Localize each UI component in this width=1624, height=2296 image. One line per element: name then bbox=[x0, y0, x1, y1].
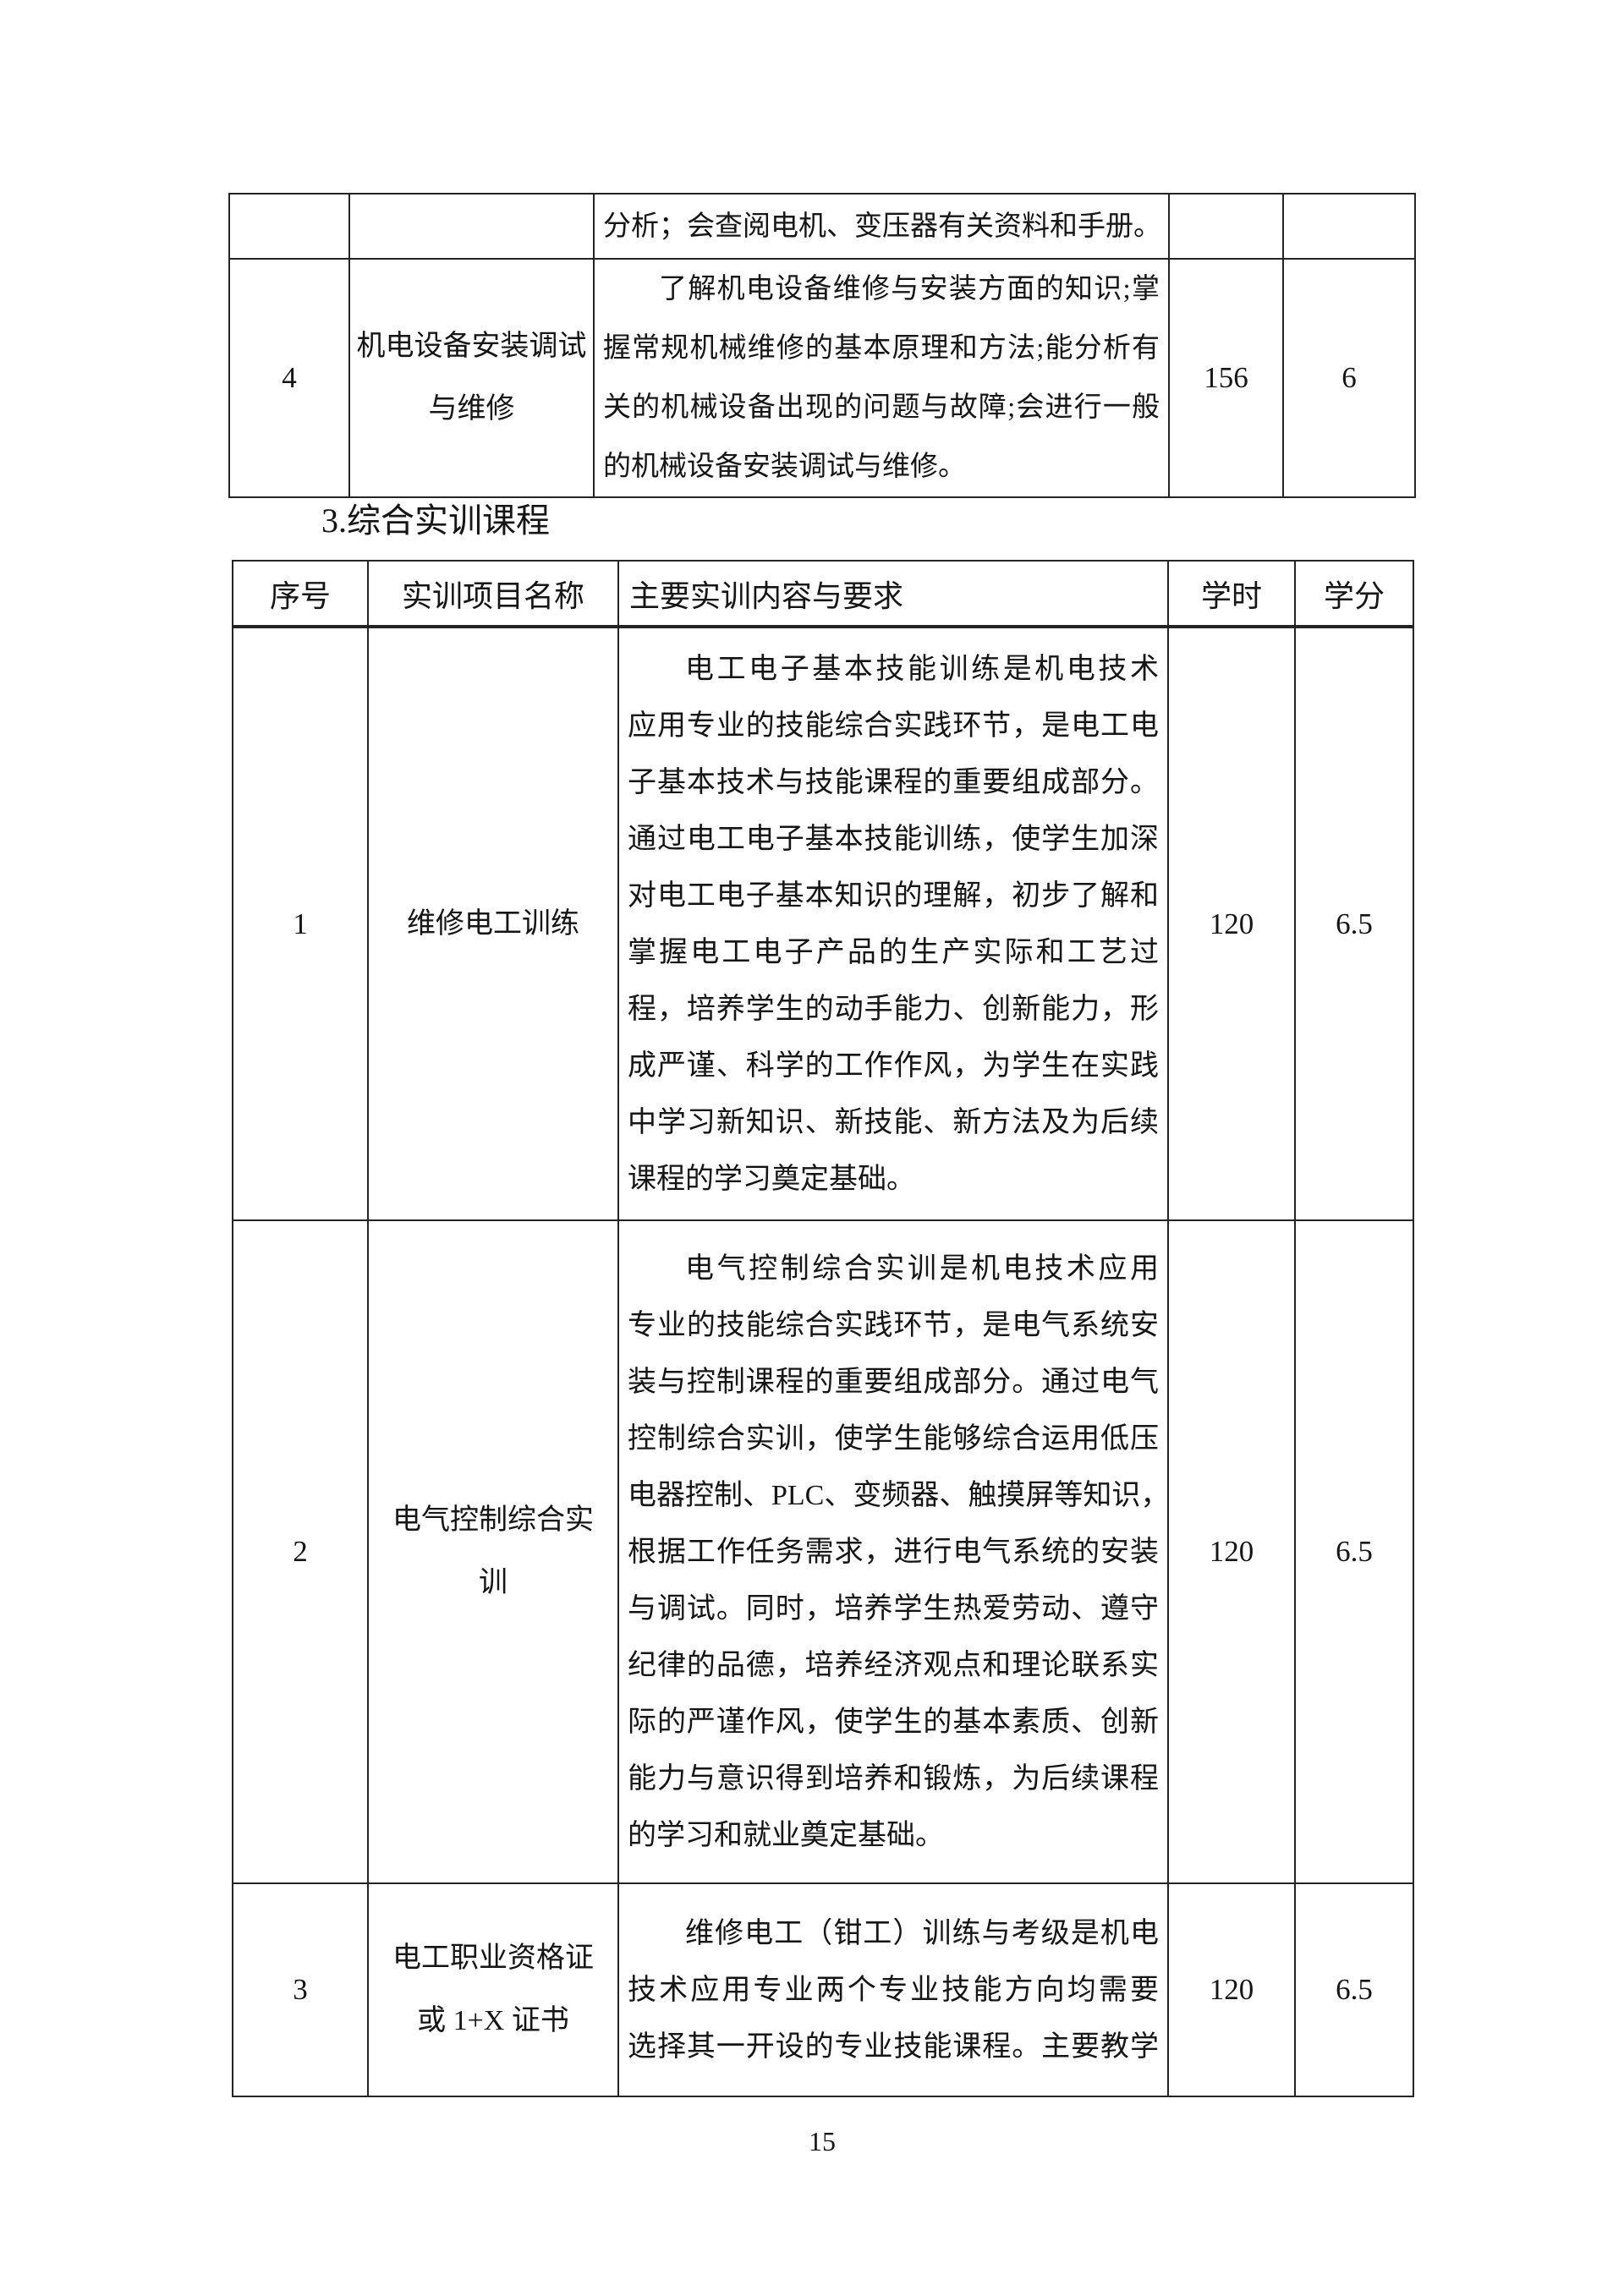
content-line: 了解机电设备维修与安装方面的知识;掌 bbox=[659, 274, 1160, 304]
content-cell: 分析；会查阅电机、变压器有关资料和手册。 bbox=[593, 193, 1170, 260]
content-line: 程，培养学生的动手能力、创新能力，形 bbox=[628, 993, 1159, 1025]
column-header: 序号 bbox=[232, 560, 369, 628]
content-line: 电气控制综合实训是机电技术应用 bbox=[685, 1252, 1159, 1285]
project-name-line: 维修电工训练 bbox=[407, 907, 579, 940]
practical-training-table-body: 1 维修电工训练 电工电子基本技能训练是机电技术应用专业的技能综合实践环节，是电工电… bbox=[232, 626, 1414, 2097]
credits-cell: 6.5 bbox=[1294, 1882, 1414, 2097]
project-name-cell: 电气控制综合实训 bbox=[367, 1219, 619, 1884]
table-row: 1 维修电工训练 电工电子基本技能训练是机电技术应用专业的技能综合实践环节，是电工电… bbox=[232, 626, 1414, 1221]
content-line: 课程的学习奠定基础。 bbox=[628, 1163, 915, 1195]
content-cell: 维修电工（钳工）训练与考级是机电技术应用专业两个专业技能方向均需要 选择其一开设的… bbox=[617, 1882, 1169, 2097]
hours-cell: 120 bbox=[1167, 1219, 1296, 1884]
table-row: 2 电气控制综合实训电气控制综合实训是机电技术应用 专业的技能综合实践环节，是电气系… bbox=[232, 1219, 1414, 1884]
seq-cell: 3 bbox=[232, 1882, 369, 2097]
section-heading: 3.综合实训课程 bbox=[321, 501, 550, 540]
content-cell: 了解机电设备维修与安装方面的知识;掌握常规机械维修的基本原理和方法;能分析有 关的… bbox=[593, 258, 1170, 498]
project-name-line: 与维修 bbox=[428, 393, 515, 425]
content-line: 电器控制、PLC、变频器、触摸屏等知识， bbox=[628, 1479, 1168, 1511]
seq-cell bbox=[228, 193, 350, 260]
table-row: 分析；会查阅电机、变压器有关资料和手册。 bbox=[228, 193, 1416, 260]
content-line: 根据工作任务需求，进行电气系统的安装 bbox=[628, 1536, 1159, 1568]
content-line: 通过电工电子基本技能训练，使学生加深 bbox=[628, 823, 1159, 855]
hours-cell: 120 bbox=[1167, 1882, 1296, 2097]
content-line: 分析；会查阅电机、变压器有关资料和手册。 bbox=[603, 211, 1161, 242]
credits-cell: 6.5 bbox=[1294, 626, 1414, 1221]
table-header-row: 序号 实训项目名称 主要实训内容与要求 学时 学分 bbox=[232, 560, 1414, 628]
content-line: 纪律的品德，培养经济观点和理论联系实 bbox=[628, 1649, 1159, 1681]
practical-training-table: 序号 实训项目名称 主要实训内容与要求 学时 学分 1 维修电工训练 电工电子基本技能训练是… bbox=[232, 560, 1414, 2097]
content-line: 关的机械设备出现的问题与故障;会进行一般 bbox=[603, 392, 1160, 423]
column-header: 主要实训内容与要求 bbox=[617, 560, 1169, 628]
content-line: 控制综合实训，使学生能够综合运用低压 bbox=[628, 1422, 1159, 1455]
project-name-cell: 电工职业资格证或 1+X 证书 bbox=[367, 1882, 619, 2097]
project-name-cell: 机电设备安装调试 与维修 bbox=[348, 258, 595, 498]
seq-cell: 2 bbox=[232, 1219, 369, 1884]
project-name-line: 机电设备安装调试 bbox=[356, 331, 587, 362]
content-line: 能力与意识得到培养和锻炼，为后续课程 bbox=[628, 1762, 1159, 1795]
content-line: 电工电子基本技能训练是机电技术 bbox=[685, 653, 1159, 685]
content-line: 掌握电工电子产品的生产实际和工艺过 bbox=[628, 936, 1159, 968]
content-line: 成严谨、科学的工作作风，为学生在实践 bbox=[628, 1049, 1159, 1082]
column-header: 实训项目名称 bbox=[367, 560, 619, 628]
content-line: 子基本技术与技能课程的重要组成部分。 bbox=[628, 766, 1159, 798]
project-name-line: 电工职业资格证 bbox=[392, 1943, 594, 1974]
column-header: 学分 bbox=[1294, 560, 1414, 628]
table-row: 3 电工职业资格证或 1+X 证书 维修电工（钳工）训练与考级是机电 技术应用专业两个… bbox=[232, 1882, 1414, 2097]
content-line: 专业的技能综合实践环节，是电气系统安 bbox=[628, 1309, 1159, 1341]
content-line: 的学习和就业奠定基础。 bbox=[628, 1819, 944, 1851]
project-name-cell bbox=[348, 193, 595, 260]
content-line: 应用专业的技能综合实践环节，是电工电 bbox=[628, 710, 1159, 742]
hours-cell bbox=[1168, 193, 1284, 260]
credits-cell: 6 bbox=[1282, 258, 1416, 498]
practical-training-table-head: 序号 实训项目名称 主要实训内容与要求 学时 学分 bbox=[232, 560, 1414, 628]
project-name-line: 电气控制综合实 bbox=[392, 1504, 594, 1536]
project-name-line: 或 1+X 证书 bbox=[417, 2005, 569, 2036]
content-line: 的机械设备安装调试与维修。 bbox=[603, 452, 966, 482]
content-line: 选择其一开设的专业技能课程。主要教学 bbox=[628, 2030, 1159, 2063]
table-row: 4 机电设备安装调试 与维修 了解机电设备维修与安装方面的知识;掌 握常规机械维修的基本… bbox=[228, 258, 1416, 498]
hours-cell: 120 bbox=[1167, 626, 1296, 1221]
content-line: 维修电工（钳工）训练与考级是机电 bbox=[685, 1917, 1159, 1949]
continued-course-table: 分析；会查阅电机、变压器有关资料和手册。 4 机电设备安装调试 与维修 了解机电设备维修… bbox=[228, 193, 1416, 498]
content-cell: 电工电子基本技能训练是机电技术应用专业的技能综合实践环节，是电工电 子基本技术与技… bbox=[617, 626, 1169, 1221]
content-line: 际的严谨作风，使学生的基本素质、创新 bbox=[628, 1706, 1159, 1738]
content-line: 中学习新知识、新技能、新方法及为后续 bbox=[628, 1106, 1159, 1138]
content-line: 与调试。同时，培养学生热爱劳动、遵守 bbox=[628, 1592, 1159, 1625]
project-name-line: 训 bbox=[479, 1567, 508, 1598]
content-line: 对电工电子基本知识的理解，初步了解和 bbox=[628, 879, 1159, 912]
content-line: 握常规机械维修的基本原理和方法;能分析有 bbox=[603, 333, 1160, 364]
credits-cell: 6.5 bbox=[1294, 1219, 1414, 1884]
continued-course-table-body: 分析；会查阅电机、变压器有关资料和手册。 4 机电设备安装调试 与维修 了解机电设备维修… bbox=[228, 193, 1416, 498]
seq-cell: 4 bbox=[228, 258, 350, 498]
project-name-cell: 维修电工训练 bbox=[367, 626, 619, 1221]
content-cell: 电气控制综合实训是机电技术应用专业的技能综合实践环节，是电气系统安 装与控制课程的… bbox=[617, 1219, 1169, 1884]
page-number: 15 bbox=[809, 2126, 836, 2156]
content-line: 技术应用专业两个专业技能方向均需要 bbox=[628, 1974, 1159, 2006]
seq-cell: 1 bbox=[232, 626, 369, 1221]
column-header: 学时 bbox=[1167, 560, 1296, 628]
credits-cell bbox=[1282, 193, 1416, 260]
content-line: 装与控制课程的重要组成部分。通过电气 bbox=[628, 1366, 1159, 1398]
hours-cell: 156 bbox=[1168, 258, 1284, 498]
